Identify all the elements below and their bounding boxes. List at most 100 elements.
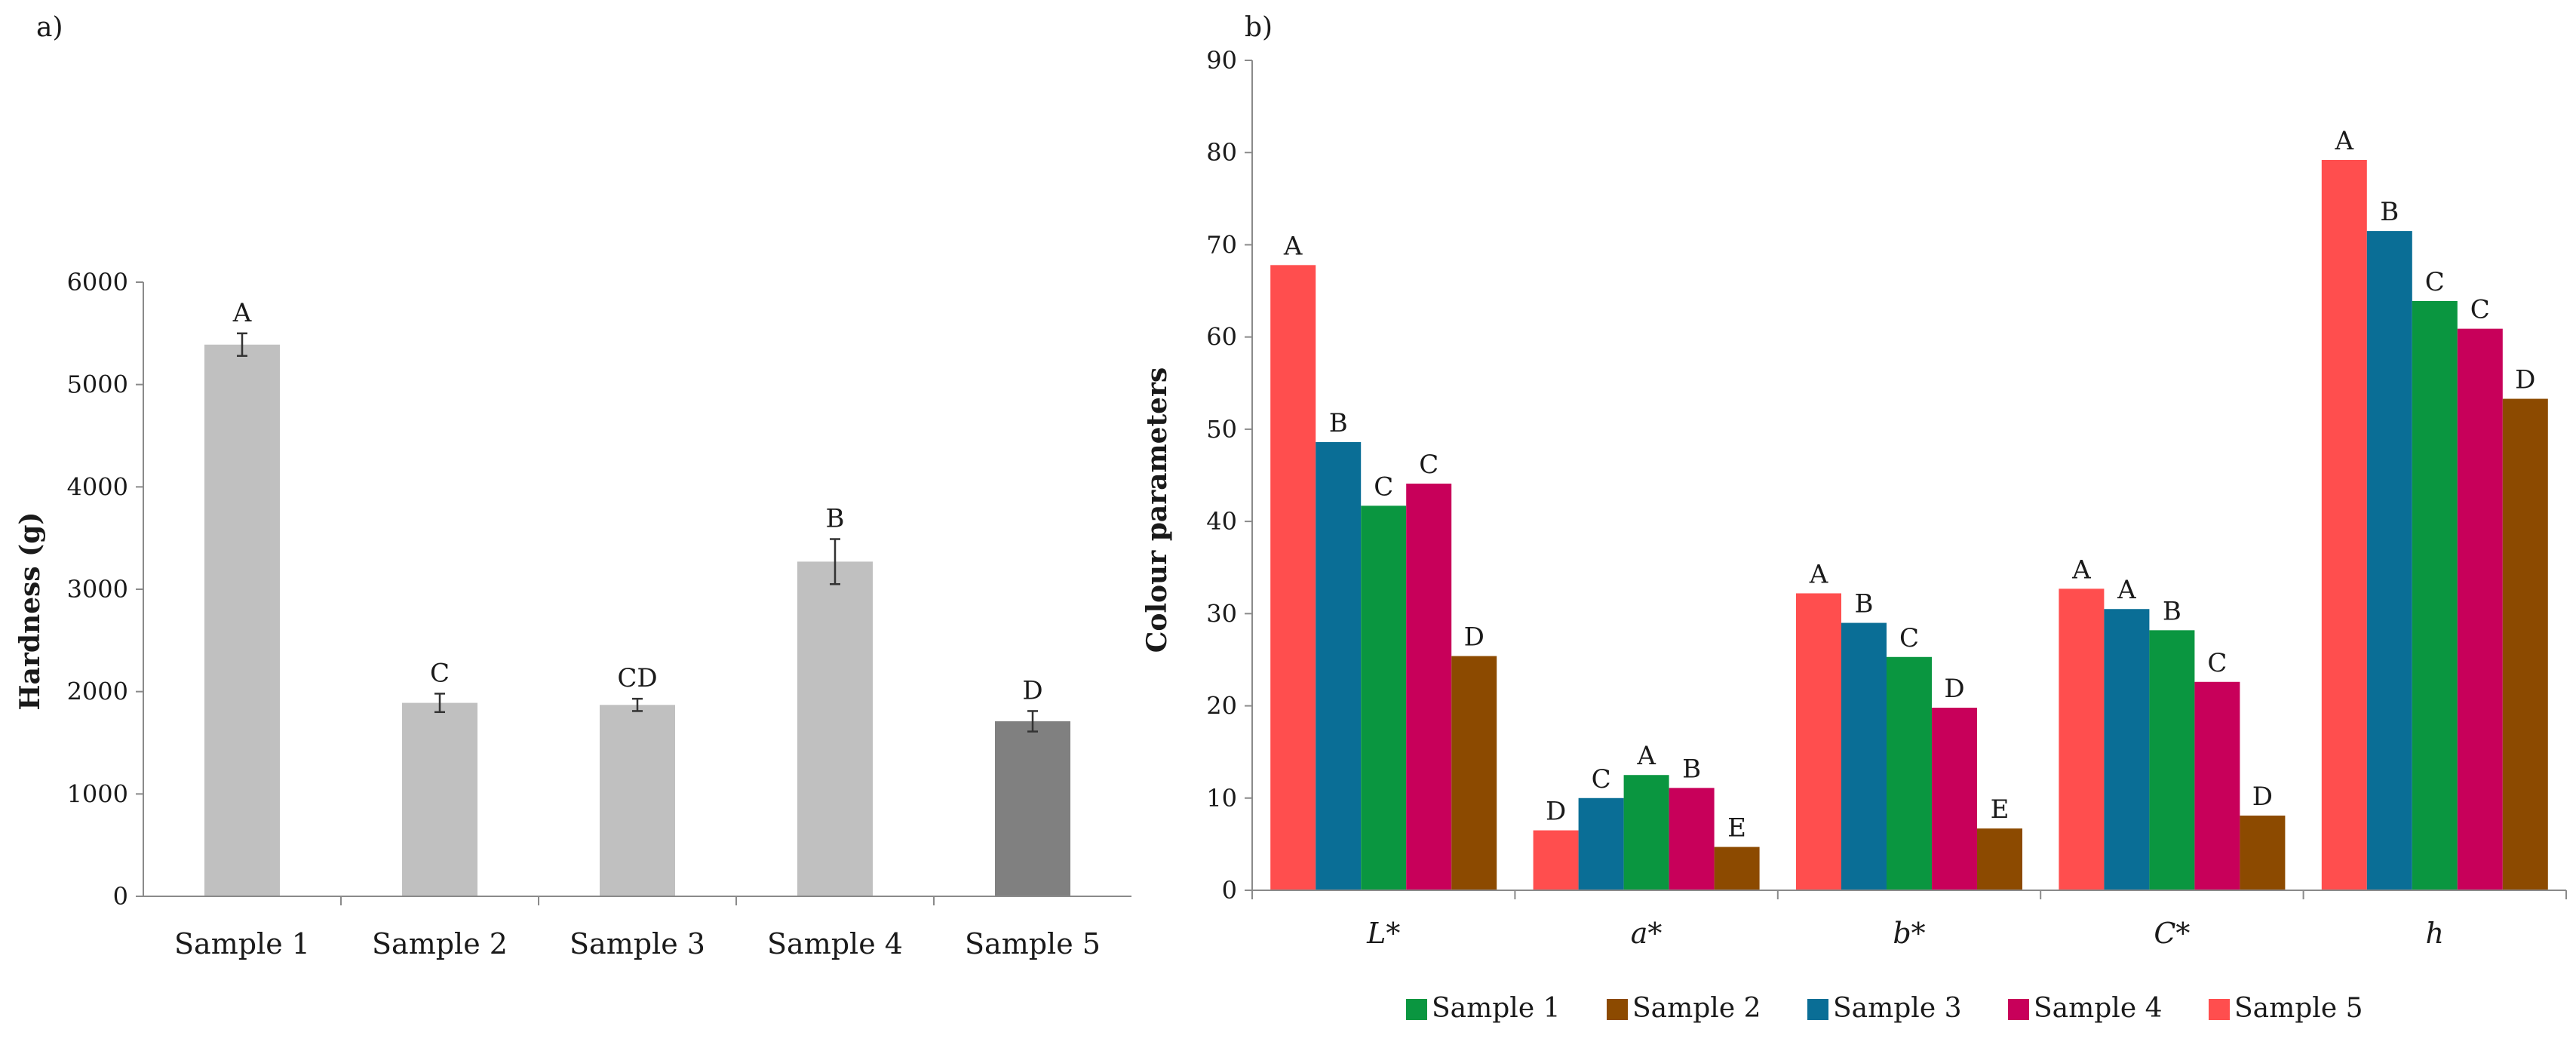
bar xyxy=(1270,265,1316,890)
legend-swatch xyxy=(1406,999,1427,1020)
significance-letter: D xyxy=(1944,674,1964,704)
colour-parameters-chart: b) Colour parameters 0 10 20 30 40 50 60 70 80 90… xyxy=(1141,12,2567,1024)
significance-letter: C xyxy=(2470,295,2490,325)
y-tick-label: 0 xyxy=(113,882,128,911)
y-tick-label: 80 xyxy=(1206,138,1237,167)
y-tick-label: 1000 xyxy=(67,779,128,808)
x-category-label: Sample 3 xyxy=(570,927,705,960)
bar xyxy=(2366,231,2412,891)
hardness-chart: a) Hardness (g) 0 1000 2000 3000 4000 5000 600… xyxy=(14,12,1131,960)
x-category-label: L* xyxy=(1366,917,1400,950)
y-tick-label: 6000 xyxy=(67,268,128,297)
legend-label: Sample 5 xyxy=(2234,993,2363,1024)
y-tick-label: 50 xyxy=(1206,415,1237,444)
significance-letter: D xyxy=(2252,782,2273,812)
significance-letter: B xyxy=(2163,596,2181,626)
bar xyxy=(2457,328,2503,891)
significance-letter: C xyxy=(1592,764,1611,794)
y-tick-label: 30 xyxy=(1206,599,1237,628)
significance-letter: C xyxy=(2425,267,2445,297)
bar xyxy=(1977,828,2022,890)
y-tick-label: 4000 xyxy=(67,472,128,501)
legend-swatch xyxy=(2209,999,2230,1020)
significance-letter: A xyxy=(2335,126,2354,156)
x-category-label: a* xyxy=(1631,917,1663,950)
significance-letter: C xyxy=(2207,648,2227,678)
panel-label-b: b) xyxy=(1245,12,1273,43)
bar xyxy=(600,705,675,896)
x-category-label: Sample 2 xyxy=(372,927,508,960)
y-axis: 0 1000 2000 3000 4000 5000 6000 xyxy=(67,268,144,911)
bar xyxy=(2104,609,2150,890)
significance-letter: A xyxy=(2071,555,2091,585)
significance-letter: D xyxy=(1464,622,1485,653)
bar xyxy=(797,561,873,896)
legend-label: Sample 3 xyxy=(1833,993,1961,1024)
y-tick-label: 90 xyxy=(1206,46,1237,75)
significance-letter: C xyxy=(1419,450,1438,480)
bar xyxy=(1578,797,1624,890)
bar xyxy=(995,721,1070,896)
significance-letter: E xyxy=(1727,813,1746,844)
x-category-label: Sample 1 xyxy=(174,927,310,960)
significance-letter: A xyxy=(2117,575,2136,605)
bar xyxy=(1796,593,1841,890)
significance-letter: D xyxy=(1546,797,1566,827)
significance-letter: CD xyxy=(617,663,657,693)
bar xyxy=(402,702,477,896)
y-tick-label: 5000 xyxy=(67,370,128,399)
x-category-label: Sample 4 xyxy=(767,927,903,960)
panel-label-a: a) xyxy=(36,12,63,43)
bars: A C CD B D xyxy=(204,298,1070,896)
legend-swatch xyxy=(1607,999,1628,1020)
bar xyxy=(2412,301,2458,890)
significance-letter: B xyxy=(2380,197,2399,227)
bar xyxy=(1533,830,1579,890)
bar xyxy=(1316,442,1362,890)
significance-letter: A xyxy=(1809,559,1828,589)
bar xyxy=(2240,816,2286,890)
bar xyxy=(2149,630,2195,890)
y-axis: 0 10 20 30 40 50 60 70 80 90 xyxy=(1206,46,1253,905)
bar xyxy=(2502,398,2548,890)
legend-label: Sample 2 xyxy=(1632,993,1761,1024)
y-axis-title: Colour parameters xyxy=(1141,367,1173,653)
y-axis-title: Hardness (g) xyxy=(14,512,46,711)
bar xyxy=(2059,588,2105,890)
bar xyxy=(2194,681,2240,890)
significance-letter: B xyxy=(1682,754,1701,784)
x-category-label: h xyxy=(2426,917,2444,950)
significance-letter: B xyxy=(1329,408,1348,438)
significance-letter: A xyxy=(1636,741,1656,771)
legend-swatch xyxy=(1807,999,1828,1020)
bar xyxy=(1669,788,1715,890)
x-category-label: b* xyxy=(1893,917,1925,950)
significance-letter: E xyxy=(1991,794,2010,825)
y-tick-label: 70 xyxy=(1206,230,1237,259)
x-axis: L* a* b* C* h xyxy=(1251,890,2567,950)
bar xyxy=(2321,160,2367,890)
significance-letter: A xyxy=(232,298,252,328)
bar xyxy=(1887,656,1932,890)
significance-letter: D xyxy=(2515,365,2535,395)
significance-letter: B xyxy=(1855,589,1874,619)
x-axis: Sample 1 Sample 2 Sample 3 Sample 4 Sample 5 xyxy=(143,896,1131,960)
significance-letter: A xyxy=(1283,231,1303,261)
y-tick-label: 3000 xyxy=(67,575,128,604)
bar xyxy=(1361,505,1407,890)
bar xyxy=(1714,847,1760,890)
y-tick-label: 20 xyxy=(1206,692,1237,721)
bar xyxy=(204,344,280,896)
legend-swatch xyxy=(2008,999,2029,1020)
bar xyxy=(1406,484,1452,890)
bar xyxy=(1841,622,1887,890)
significance-letter: D xyxy=(1022,675,1042,705)
y-tick-label: 0 xyxy=(1222,876,1237,905)
x-category-label: Sample 5 xyxy=(965,927,1101,960)
x-category-label: C* xyxy=(2154,917,2190,950)
significance-letter: C xyxy=(1899,623,1919,653)
bar xyxy=(1932,708,1977,890)
legend-label: Sample 1 xyxy=(1432,993,1560,1024)
